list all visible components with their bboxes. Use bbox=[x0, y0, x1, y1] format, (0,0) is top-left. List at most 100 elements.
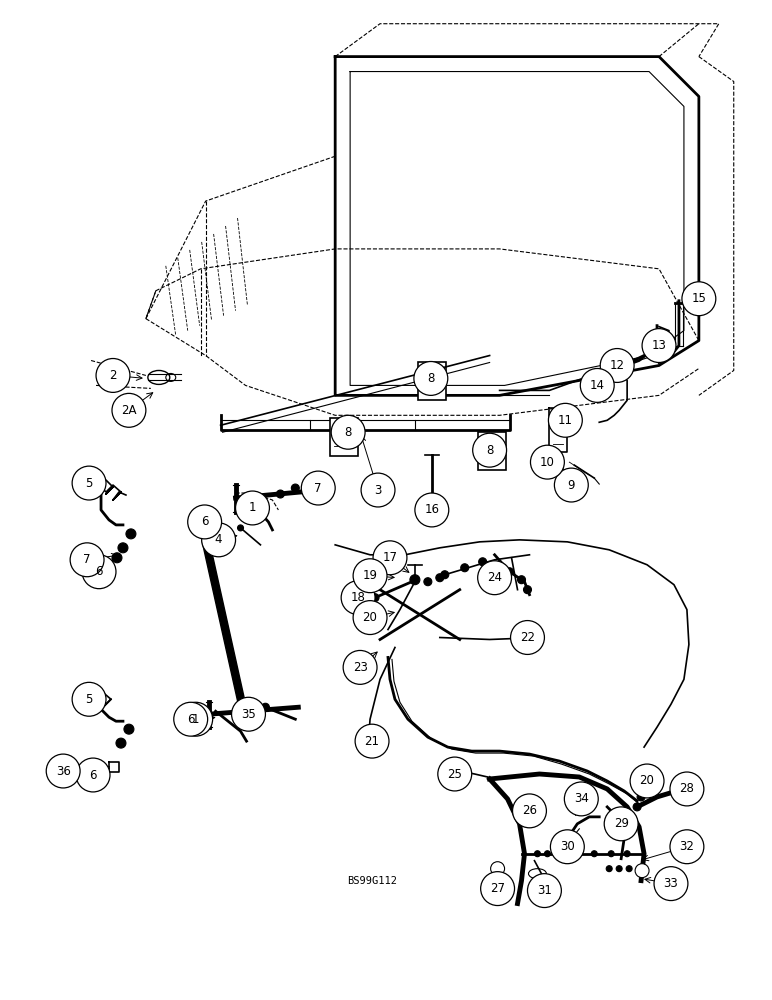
Circle shape bbox=[626, 866, 632, 872]
Circle shape bbox=[564, 851, 571, 857]
Circle shape bbox=[249, 707, 256, 715]
Polygon shape bbox=[201, 535, 249, 717]
Text: 23: 23 bbox=[353, 661, 367, 674]
Text: 2: 2 bbox=[109, 369, 117, 382]
Circle shape bbox=[72, 466, 106, 500]
Circle shape bbox=[530, 445, 564, 479]
Circle shape bbox=[481, 872, 514, 906]
Circle shape bbox=[550, 830, 584, 864]
Circle shape bbox=[544, 851, 550, 857]
Circle shape bbox=[301, 471, 335, 505]
Text: 15: 15 bbox=[692, 292, 706, 305]
Circle shape bbox=[174, 702, 208, 736]
Text: 1: 1 bbox=[249, 501, 256, 514]
Circle shape bbox=[124, 724, 134, 734]
Text: 4: 4 bbox=[215, 533, 222, 546]
Circle shape bbox=[581, 368, 615, 402]
Circle shape bbox=[654, 867, 688, 901]
Circle shape bbox=[262, 703, 269, 711]
Text: 16: 16 bbox=[425, 503, 439, 516]
Text: 11: 11 bbox=[558, 414, 573, 427]
Text: 8: 8 bbox=[427, 372, 435, 385]
Circle shape bbox=[116, 738, 126, 748]
Circle shape bbox=[238, 525, 243, 531]
Circle shape bbox=[415, 493, 449, 527]
Circle shape bbox=[616, 866, 622, 872]
Text: 10: 10 bbox=[540, 456, 555, 469]
Circle shape bbox=[72, 682, 106, 716]
Circle shape bbox=[670, 830, 704, 864]
Text: 34: 34 bbox=[574, 792, 589, 805]
Circle shape bbox=[513, 794, 547, 828]
Text: 6: 6 bbox=[201, 515, 208, 528]
Text: 12: 12 bbox=[610, 359, 625, 372]
Circle shape bbox=[341, 581, 375, 615]
Circle shape bbox=[76, 758, 110, 792]
Circle shape bbox=[606, 866, 612, 872]
Circle shape bbox=[414, 362, 448, 395]
Circle shape bbox=[188, 505, 222, 539]
Text: 3: 3 bbox=[374, 484, 381, 497]
Circle shape bbox=[436, 574, 444, 582]
Circle shape bbox=[636, 866, 642, 872]
Text: 32: 32 bbox=[679, 840, 694, 853]
Text: 6: 6 bbox=[95, 565, 103, 578]
Circle shape bbox=[344, 650, 377, 684]
Circle shape bbox=[441, 571, 449, 579]
Text: 31: 31 bbox=[537, 884, 552, 897]
Circle shape bbox=[624, 851, 630, 857]
Circle shape bbox=[126, 529, 136, 539]
Circle shape bbox=[635, 864, 649, 878]
Text: 21: 21 bbox=[364, 735, 380, 748]
Circle shape bbox=[637, 793, 645, 801]
Text: 2A: 2A bbox=[121, 404, 137, 417]
Circle shape bbox=[564, 782, 598, 816]
Circle shape bbox=[534, 851, 540, 857]
Text: 7: 7 bbox=[314, 482, 322, 495]
Text: 28: 28 bbox=[679, 782, 694, 795]
Circle shape bbox=[46, 754, 80, 788]
Circle shape bbox=[517, 576, 526, 584]
Text: 14: 14 bbox=[590, 379, 604, 392]
Circle shape bbox=[118, 543, 128, 553]
Circle shape bbox=[235, 491, 269, 525]
Circle shape bbox=[232, 697, 266, 731]
Text: 19: 19 bbox=[363, 569, 378, 582]
Text: 13: 13 bbox=[652, 339, 666, 352]
Text: 20: 20 bbox=[363, 611, 378, 624]
Circle shape bbox=[361, 473, 395, 507]
Text: 1: 1 bbox=[192, 713, 199, 726]
Text: 36: 36 bbox=[56, 765, 70, 778]
Circle shape bbox=[600, 349, 634, 382]
Text: 22: 22 bbox=[520, 631, 535, 644]
Circle shape bbox=[608, 851, 615, 857]
Circle shape bbox=[633, 803, 641, 811]
Text: 25: 25 bbox=[447, 768, 462, 781]
Circle shape bbox=[424, 578, 432, 586]
Circle shape bbox=[179, 702, 212, 736]
Text: 17: 17 bbox=[382, 551, 398, 564]
Circle shape bbox=[523, 586, 531, 594]
Text: 33: 33 bbox=[664, 877, 679, 890]
Circle shape bbox=[670, 772, 704, 806]
Circle shape bbox=[371, 594, 379, 602]
Text: 6: 6 bbox=[187, 713, 195, 726]
Text: 26: 26 bbox=[522, 804, 537, 817]
Circle shape bbox=[591, 851, 598, 857]
Text: 27: 27 bbox=[490, 882, 505, 895]
Circle shape bbox=[461, 564, 469, 572]
Bar bbox=[478, 432, 506, 470]
Circle shape bbox=[533, 891, 538, 897]
Circle shape bbox=[682, 282, 716, 316]
Circle shape bbox=[543, 894, 548, 900]
Circle shape bbox=[96, 359, 130, 392]
Circle shape bbox=[491, 862, 505, 876]
Text: 29: 29 bbox=[614, 817, 628, 830]
Circle shape bbox=[373, 541, 407, 575]
Circle shape bbox=[555, 466, 564, 474]
Text: 9: 9 bbox=[567, 479, 575, 492]
Text: 20: 20 bbox=[640, 774, 655, 787]
Circle shape bbox=[554, 851, 560, 857]
Text: 8: 8 bbox=[344, 426, 352, 439]
Text: 6: 6 bbox=[90, 769, 96, 782]
